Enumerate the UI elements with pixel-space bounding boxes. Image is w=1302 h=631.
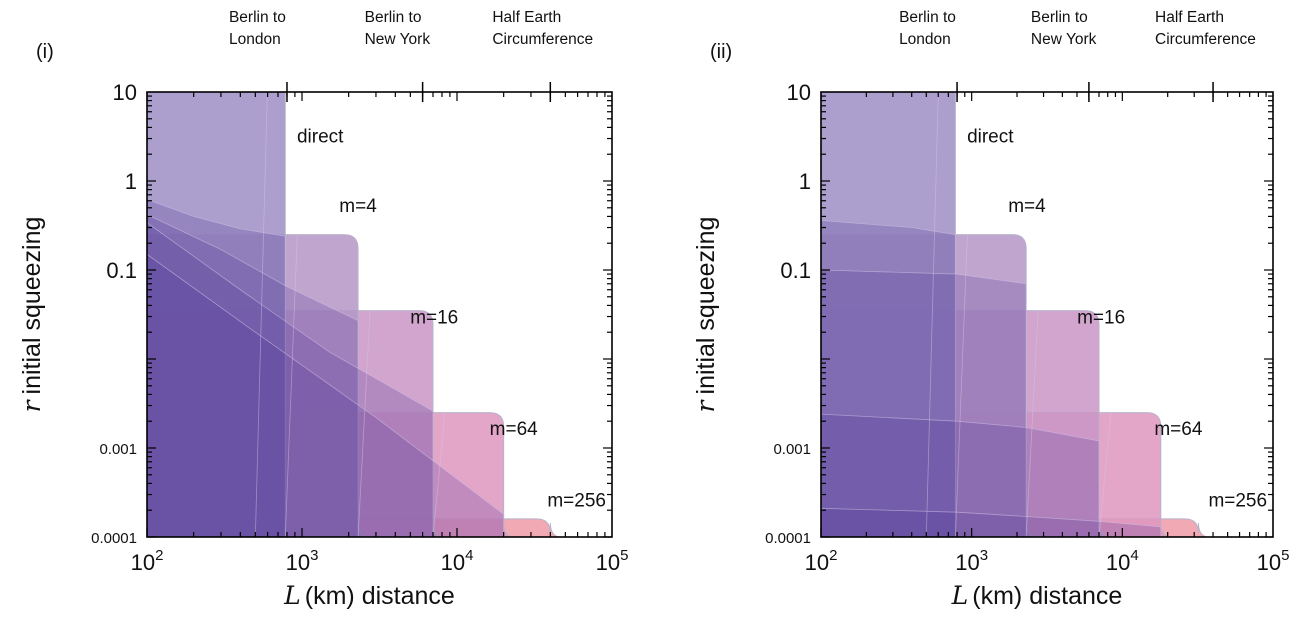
distance-marker-label: Half Earth xyxy=(1155,9,1224,26)
x-tick-label: 104 xyxy=(1106,547,1139,575)
plot-frame xyxy=(146,91,613,538)
overlap-direct xyxy=(147,199,286,537)
overlap-m4 xyxy=(147,214,359,537)
column-divider xyxy=(1098,412,1112,537)
region-direct xyxy=(147,92,286,537)
distance-marker-label: Half Earth xyxy=(492,9,561,26)
y-tick-label: 1 xyxy=(125,169,137,194)
y-tick-label: 0.0001 xyxy=(91,530,137,547)
overlap-m16 xyxy=(821,413,1100,537)
distance-marker-label: Circumference xyxy=(1155,31,1256,48)
x-axis-label: L (km) distance xyxy=(951,581,1123,610)
plot-area xyxy=(147,92,559,537)
y-tick-label: 10 xyxy=(787,80,811,105)
x-tick-label: 105 xyxy=(1257,547,1290,575)
region-label-m16: m=16 xyxy=(410,308,458,329)
overlap-m4 xyxy=(821,269,1027,537)
panel-label: (i) xyxy=(36,41,54,63)
panel-label: (ii) xyxy=(710,41,732,63)
x-tick-label: 105 xyxy=(596,547,629,575)
column-divider xyxy=(432,412,446,537)
column-divider xyxy=(955,234,968,537)
distance-marker-label: London xyxy=(229,31,281,48)
region-label-m256: m=256 xyxy=(547,491,606,512)
y-tick-label: 0.0001 xyxy=(765,530,811,547)
x-tick-label: 104 xyxy=(441,547,474,575)
y-tick-label: 0.1 xyxy=(106,258,137,283)
chart-panel-2: m=256 m=64 m=16 m=4 direct 102 103 104 105 10 1 0.1… xyxy=(691,9,1289,610)
y-tick-label: 0.001 xyxy=(773,441,811,458)
region-label-direct: direct xyxy=(297,127,344,148)
column-divider xyxy=(925,92,939,537)
chart-panel-1: m=256 m=64 m=16 m=4 direct 102 103 104 105 10 1 0.1… xyxy=(17,9,628,610)
plot-area xyxy=(821,92,1207,537)
distance-marker-label: Berlin to xyxy=(229,9,286,26)
overlap-m64 xyxy=(821,507,1162,537)
plot-frame xyxy=(820,91,1274,538)
y-tick-label: 1 xyxy=(799,169,811,194)
distance-marker-label: London xyxy=(899,31,951,48)
region-label-m4: m=4 xyxy=(339,196,377,217)
column-divider xyxy=(1025,310,1039,537)
distance-marker-label: New York xyxy=(365,31,431,48)
y-tick-label: 0.1 xyxy=(780,258,811,283)
region-label-m4: m=4 xyxy=(1008,196,1046,217)
region-direct xyxy=(821,92,956,537)
distance-marker-label: Berlin to xyxy=(1031,9,1088,26)
y-axis-label: rinitial squeezing xyxy=(17,217,46,413)
x-axis-label: L (km) distance xyxy=(283,581,455,610)
y-tick-label: 0.001 xyxy=(99,441,137,458)
distance-marker-label: New York xyxy=(1031,31,1097,48)
y-tick-label: 10 xyxy=(113,80,137,105)
region-label-direct: direct xyxy=(967,127,1014,148)
x-tick-label: 102 xyxy=(805,547,838,575)
column-divider xyxy=(284,234,298,537)
overlap-direct xyxy=(821,220,956,537)
y-axis-label: rinitial squeezing xyxy=(691,217,720,413)
x-tick-label: 102 xyxy=(131,547,164,575)
region-label-m64: m=64 xyxy=(490,419,538,440)
distance-marker-label: Circumference xyxy=(492,31,593,48)
x-tick-label: 103 xyxy=(955,547,988,575)
region-label-m256: m=256 xyxy=(1208,491,1267,512)
x-tick-label: 103 xyxy=(286,547,319,575)
column-divider xyxy=(254,92,268,537)
overlap-m64 xyxy=(147,253,505,537)
column-divider xyxy=(357,310,371,537)
distance-marker-label: Berlin to xyxy=(365,9,422,26)
distance-marker-label: Berlin to xyxy=(899,9,956,26)
region-label-m16: m=16 xyxy=(1077,308,1125,329)
region-label-m64: m=64 xyxy=(1154,419,1202,440)
overlap-m16 xyxy=(147,222,434,537)
